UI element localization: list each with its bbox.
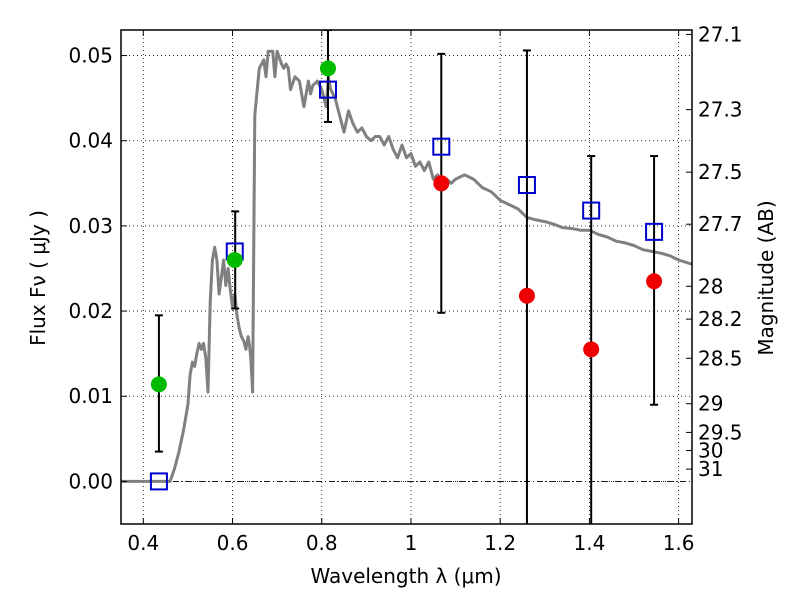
mag-tick-label: 29.5 [698,420,743,444]
y-axis-label-left: Flux Fν ( μJy ) [26,210,50,346]
x-tick-label: 1.4 [573,531,605,555]
mag-tick-label: 27.3 [698,98,743,122]
plot-content [121,30,692,524]
y-tick-label: 0.03 [68,214,113,238]
detection-point-red [433,175,450,192]
model-flux-marker [432,137,451,156]
detection-point-red [646,273,663,290]
mag-tick-label: 28.5 [698,346,743,370]
mag-tick-label: 27.7 [698,212,743,236]
y-tick-label: 0.01 [68,384,113,408]
model-flux-marker [517,176,536,195]
detection-point-red [518,287,535,304]
x-tick-label: 0.4 [127,531,159,555]
mag-tick-label: 31 [698,457,723,481]
mag-tick-label: 27.1 [698,22,743,46]
model-flux-marker [149,472,168,491]
y-tick-label: 0.02 [68,299,113,323]
y-axis-label-right: Magnitude (AB) [754,200,778,355]
detection-point-red [583,341,600,358]
x-tick-label: 0.6 [217,531,249,555]
model-flux-marker [582,201,601,220]
x-tick-label: 1.6 [663,531,695,555]
model-flux-marker [645,222,664,241]
x-tick-label: 1 [405,531,418,555]
mag-tick-label: 28 [698,274,723,298]
grid-lines [121,30,692,524]
x-axis-label: Wavelength λ (μm) [310,564,501,588]
plot-frame [120,29,693,525]
x-axis: 0.4 0.6 0.8 1 1.2 1.4 1.6 [127,30,695,555]
mag-tick-label: 29 [698,392,723,416]
model-spectrum-line [121,49,692,483]
mag-tick-label: 28.2 [698,307,743,331]
y-tick-label: 0.05 [68,44,113,68]
detection-point-green [319,60,336,77]
y-tick-label: 0.00 [68,469,113,493]
detection-point-green [226,251,243,268]
mag-tick-label: 30 [698,438,723,462]
y-axis-flux: 0.00 0.01 0.02 0.03 0.04 0.05 [68,44,127,493]
x-tick-label: 1.2 [484,531,516,555]
model-flux-marker [318,80,337,99]
x-tick-label: 0.8 [306,531,338,555]
detection-point-green [150,376,167,393]
y-tick-label: 0.04 [68,129,113,153]
mag-tick-label: 27.5 [698,160,743,184]
